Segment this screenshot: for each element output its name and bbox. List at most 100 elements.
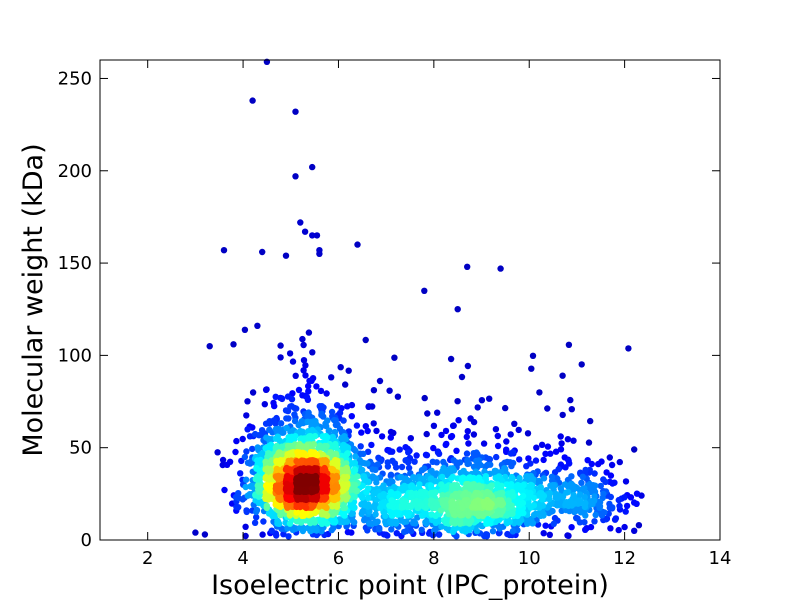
data-point bbox=[622, 508, 629, 515]
data-point bbox=[567, 396, 574, 404]
data-point bbox=[544, 443, 552, 450]
data-point bbox=[312, 417, 319, 425]
data-point bbox=[300, 357, 308, 364]
data-point bbox=[309, 474, 316, 482]
data-point bbox=[438, 481, 445, 488]
data-point bbox=[546, 495, 553, 503]
data-point bbox=[579, 473, 586, 480]
data-point bbox=[334, 495, 341, 502]
data-point bbox=[401, 528, 408, 536]
data-point bbox=[242, 483, 249, 491]
data-point bbox=[305, 409, 312, 416]
data-point bbox=[492, 426, 500, 433]
data-point bbox=[348, 413, 355, 420]
data-point bbox=[393, 530, 400, 537]
data-point bbox=[323, 390, 330, 397]
data-point bbox=[201, 531, 209, 538]
data-point bbox=[631, 527, 638, 534]
data-point bbox=[494, 432, 501, 440]
data-point bbox=[502, 404, 509, 412]
data-point bbox=[277, 342, 284, 349]
data-point bbox=[399, 498, 407, 505]
data-point bbox=[364, 427, 371, 435]
data-point bbox=[507, 431, 514, 438]
data-point bbox=[568, 524, 575, 531]
data-point bbox=[418, 467, 426, 474]
data-point bbox=[283, 415, 290, 422]
data-point bbox=[360, 450, 367, 457]
data-point bbox=[470, 503, 478, 510]
data-point bbox=[578, 479, 585, 486]
data-point bbox=[378, 433, 386, 440]
data-point bbox=[340, 417, 347, 424]
data-point bbox=[305, 388, 312, 395]
x-axis-ticks: 2 4 6 8 10 12 14 bbox=[142, 60, 731, 569]
data-point bbox=[295, 386, 303, 394]
data-point bbox=[460, 474, 467, 481]
data-point bbox=[402, 509, 409, 516]
data-point bbox=[530, 494, 537, 501]
data-point bbox=[570, 437, 577, 444]
x-axis-label: Isoelectric point (IPC_protein) bbox=[211, 570, 609, 600]
data-point bbox=[363, 488, 370, 496]
data-point bbox=[459, 504, 466, 512]
data-point bbox=[394, 393, 402, 400]
data-point bbox=[317, 387, 325, 395]
data-point bbox=[343, 464, 350, 472]
data-point bbox=[332, 473, 339, 480]
data-point bbox=[622, 478, 630, 485]
data-point bbox=[292, 173, 299, 180]
data-point bbox=[264, 465, 271, 472]
data-point bbox=[428, 516, 436, 524]
data-point bbox=[563, 489, 570, 496]
data-point bbox=[480, 440, 488, 447]
data-point bbox=[349, 518, 357, 525]
data-point bbox=[259, 248, 266, 256]
data-point bbox=[509, 527, 517, 535]
y-tick-label: 150 bbox=[58, 253, 92, 274]
data-point bbox=[422, 451, 430, 458]
data-point bbox=[268, 527, 275, 534]
data-point bbox=[440, 458, 447, 466]
data-point bbox=[527, 489, 534, 497]
data-point bbox=[565, 341, 573, 348]
data-point bbox=[319, 444, 327, 451]
data-point bbox=[302, 372, 309, 379]
data-point bbox=[516, 456, 523, 463]
data-point bbox=[536, 389, 543, 396]
data-point bbox=[576, 519, 584, 526]
data-point bbox=[422, 519, 430, 526]
data-point bbox=[464, 460, 471, 468]
data-point bbox=[435, 531, 443, 538]
data-point bbox=[278, 395, 286, 403]
data-point bbox=[498, 501, 505, 509]
data-point bbox=[305, 382, 312, 390]
data-point bbox=[235, 490, 242, 497]
data-point bbox=[461, 497, 469, 504]
data-point bbox=[460, 492, 467, 499]
data-point bbox=[320, 433, 328, 441]
data-point bbox=[265, 475, 273, 482]
data-point bbox=[260, 518, 267, 525]
data-point bbox=[597, 482, 604, 490]
data-point bbox=[306, 465, 314, 472]
data-point bbox=[562, 501, 569, 509]
data-point bbox=[352, 447, 359, 454]
data-point bbox=[382, 531, 390, 538]
data-point bbox=[309, 232, 316, 239]
data-point bbox=[387, 472, 394, 480]
y-tick-label: 50 bbox=[69, 438, 92, 459]
x-tick-label: 14 bbox=[709, 548, 732, 569]
x-tick-label: 12 bbox=[613, 548, 636, 569]
data-point bbox=[408, 502, 415, 509]
data-point bbox=[364, 494, 372, 502]
data-point bbox=[595, 460, 602, 468]
y-tick-label: 0 bbox=[81, 530, 92, 551]
data-point bbox=[370, 503, 377, 510]
data-point bbox=[259, 531, 266, 538]
data-point bbox=[262, 386, 270, 393]
data-point bbox=[564, 436, 572, 443]
data-point bbox=[342, 381, 349, 388]
data-point bbox=[256, 452, 264, 459]
data-point bbox=[359, 508, 366, 515]
